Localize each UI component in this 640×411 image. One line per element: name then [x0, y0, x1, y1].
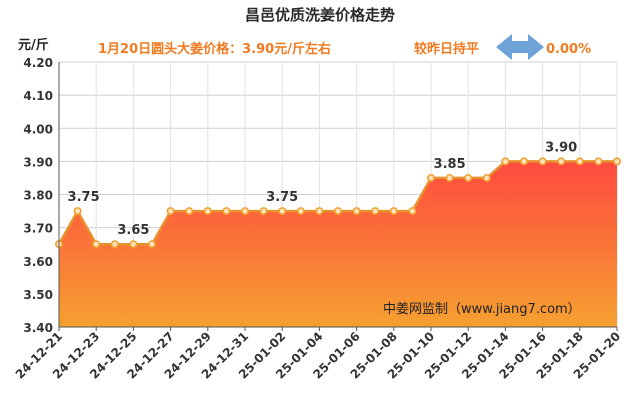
data-point [148, 240, 157, 249]
y-tick-label: 4.00 [23, 122, 53, 136]
data-labels: 3.75 3.65 3.75 3.85 3.90 [68, 140, 578, 238]
data-label: 3.75 [266, 190, 298, 205]
watermark-text: 中姜网监制（www.jiang7.com） [383, 302, 581, 317]
data-point [296, 207, 305, 216]
y-tick-label: 3.40 [23, 321, 53, 335]
price-info-text: 1月20日圆头大姜价格：3.90元/斤左右 [98, 41, 331, 57]
data-point [371, 207, 380, 216]
data-point [519, 157, 528, 166]
y-tick-label: 4.10 [23, 89, 53, 103]
axes [58, 62, 618, 331]
x-tick-labels: 24-12-2124-12-2324-12-2524-12-2724-12-29… [13, 329, 623, 381]
data-point [557, 157, 566, 166]
data-point [110, 240, 119, 249]
y-tick-label: 4.20 [23, 56, 53, 70]
y-tick-labels: 3.40 3.50 3.60 3.70 3.80 3.90 4.00 4.10 4.20 [23, 56, 53, 335]
data-point [166, 207, 175, 216]
data-point [538, 157, 547, 166]
data-label: 3.85 [434, 157, 466, 172]
y-axis-unit: 元/斤 [18, 37, 49, 53]
data-point [222, 207, 231, 216]
data-point [575, 157, 584, 166]
data-point [203, 207, 212, 216]
data-point [501, 157, 510, 166]
compare-text: 较昨日持平 [414, 41, 479, 57]
data-point [352, 207, 361, 216]
data-point [426, 173, 435, 182]
data-point [73, 207, 82, 216]
data-point [315, 207, 324, 216]
y-tick-label: 3.90 [23, 155, 53, 169]
data-point [259, 207, 268, 216]
data-label: 3.65 [117, 223, 149, 238]
data-point [464, 173, 473, 182]
chart-title: 昌邑优质洗姜价格走势 [245, 6, 395, 24]
data-point [594, 157, 603, 166]
data-label: 3.75 [68, 190, 100, 205]
price-area [59, 161, 617, 327]
y-tick-label: 3.50 [23, 288, 53, 302]
data-label: 3.90 [545, 140, 577, 155]
data-point [278, 207, 287, 216]
double-arrow-icon [496, 34, 544, 60]
data-point [333, 207, 342, 216]
y-tick-label: 3.70 [23, 222, 53, 236]
data-point [92, 240, 101, 249]
data-point [185, 207, 194, 216]
y-tick-label: 3.80 [23, 189, 53, 203]
data-point [612, 157, 621, 166]
data-point [389, 207, 398, 216]
data-point [408, 207, 417, 216]
data-markers [54, 157, 621, 249]
compare-value: 0.00% [546, 42, 591, 57]
data-point [241, 207, 250, 216]
data-point [482, 173, 491, 182]
y-tick-label: 3.60 [23, 255, 53, 269]
data-point [129, 240, 138, 249]
data-point [445, 173, 454, 182]
